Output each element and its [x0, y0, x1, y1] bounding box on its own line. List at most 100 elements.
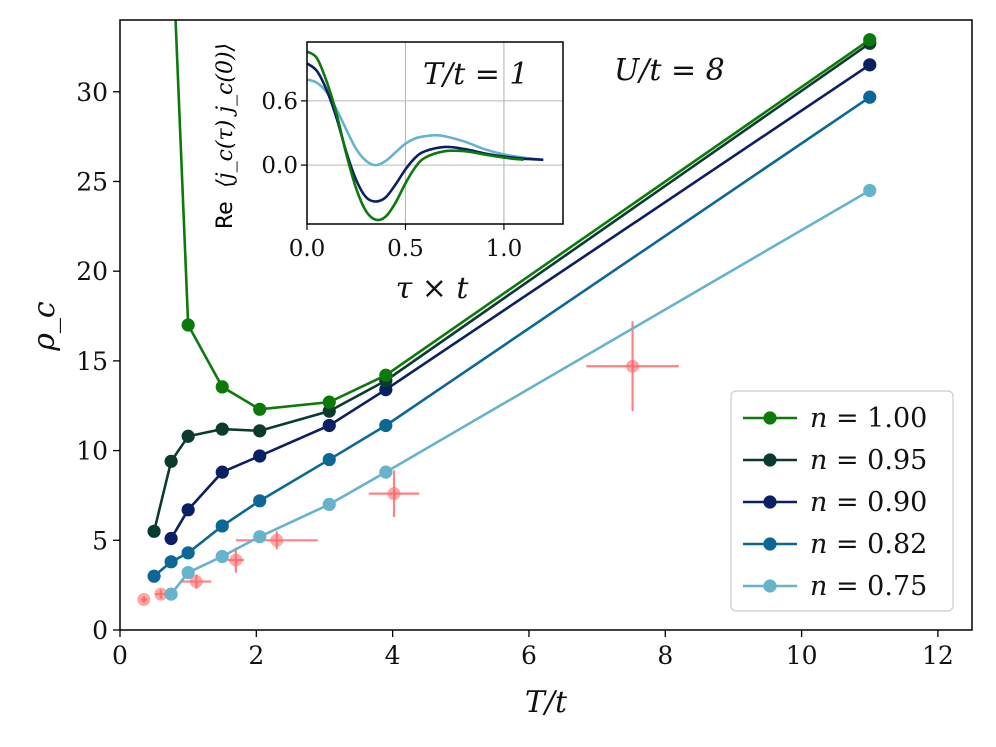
inset-frame	[306, 41, 564, 225]
data-point	[215, 422, 229, 436]
legend-marker	[763, 411, 777, 425]
experimental-point	[137, 593, 151, 606]
x-tick-label: 12	[922, 641, 954, 670]
legend-marker	[763, 537, 777, 551]
y-axis-title: ρ_c	[27, 301, 62, 352]
y-tick-label: 15	[76, 347, 108, 376]
legend-label-var: n	[810, 445, 827, 476]
data-point	[181, 503, 195, 517]
experimental-data	[137, 321, 679, 606]
inset-chart: 0.0 0.5 1.0 0.0 0.6 T/t = 1 τ × t Re ⟨j_c(τ)…	[212, 41, 564, 306]
inset-x-axis-title: τ × t	[396, 271, 470, 306]
exp-marker	[154, 587, 168, 601]
data-point	[863, 33, 877, 47]
x-tick-label: 8	[657, 641, 673, 670]
legend-label-value: = 1.00	[827, 403, 927, 434]
x-axis-title: T/t	[525, 685, 568, 720]
data-point	[181, 565, 195, 580]
inset-y-axis-label: ⟨j_c(τ) j_c(0)⟩	[213, 43, 238, 188]
series-0.95	[147, 36, 877, 538]
y-tick-label: 25	[76, 167, 108, 196]
inset-y-tick-label: 0.0	[261, 153, 298, 179]
data-point	[253, 530, 267, 544]
x-tick-label: 6	[521, 641, 537, 670]
exp-marker	[189, 575, 203, 589]
data-point	[253, 424, 267, 438]
inset-series-1.00	[307, 50, 524, 222]
inset-y-tick-label: 0.6	[261, 89, 298, 115]
legend-marker	[763, 453, 777, 467]
data-point	[215, 380, 229, 394]
legend-label-value: = 0.95	[827, 445, 927, 476]
legend-label: n = 0.75	[810, 571, 927, 602]
data-point	[863, 183, 877, 198]
data-point	[164, 454, 178, 468]
legend-item: n = 0.75	[743, 571, 927, 602]
x-tick-label: 2	[248, 641, 264, 670]
legend-label: n = 0.82	[810, 529, 927, 560]
data-point	[379, 465, 393, 479]
legend: n = 1.00n = 0.95n = 0.90n = 0.82n = 0.75	[730, 390, 954, 612]
legend-marker	[763, 495, 777, 509]
exp-marker	[626, 359, 640, 373]
legend-label-var: n	[810, 487, 827, 518]
experimental-point	[368, 470, 420, 517]
y-tick-label: 20	[76, 257, 108, 286]
y-tick-label: 5	[92, 526, 108, 555]
x-tick-label: 10	[786, 641, 818, 670]
y-tick-label: 10	[76, 437, 108, 466]
plot-frame	[119, 19, 973, 631]
legend-label-value: = 0.75	[827, 571, 927, 602]
inset-annotation: T/t = 1	[423, 57, 528, 92]
inset-y-axis-title: Re ⟨j_c(τ) j_c(0)⟩	[212, 43, 238, 229]
x-tick-label: 0	[112, 641, 128, 670]
legend-label: n = 0.95	[810, 445, 927, 476]
data-point	[215, 519, 229, 533]
inset-x-tick-label: 1.0	[486, 236, 523, 262]
y-tick-label: 30	[76, 78, 108, 107]
data-point	[379, 368, 393, 382]
data-point	[164, 587, 178, 601]
annotation-u-t: U/t = 8	[614, 53, 725, 88]
data-point	[322, 418, 336, 433]
y-tick-label: 0	[92, 616, 108, 645]
inset-x-tick-label: 0.5	[387, 236, 424, 262]
legend-label-value: = 0.90	[827, 487, 927, 518]
experimental-point	[227, 547, 245, 573]
legend-label-value: = 0.82	[827, 529, 927, 560]
legend-item: n = 0.95	[743, 445, 927, 476]
data-point	[322, 452, 336, 467]
legend-marker	[763, 579, 777, 593]
data-point	[164, 555, 178, 569]
series-0.90	[164, 58, 877, 546]
series-1.00	[174, 20, 877, 416]
series-0.82	[147, 90, 877, 583]
data-point	[253, 494, 267, 508]
exp-marker	[387, 487, 401, 501]
data-point	[322, 395, 336, 409]
data-point	[863, 90, 877, 104]
inset-axes: 0.0 0.5 1.0 0.0 0.6	[261, 89, 522, 262]
data-point	[253, 449, 267, 463]
inset-x-tick-label: 0.0	[289, 236, 326, 262]
data-point	[147, 524, 161, 538]
legend-box	[730, 390, 954, 612]
legend-label-var: n	[810, 529, 827, 560]
legend-label-var: n	[810, 403, 827, 434]
data-point	[322, 497, 336, 512]
exp-marker	[137, 593, 151, 606]
inset-series-0.75	[307, 78, 544, 167]
legend-label: n = 1.00	[810, 403, 927, 434]
series-group	[147, 20, 877, 601]
exp-marker	[270, 533, 284, 547]
experimental-point	[181, 574, 212, 589]
data-point	[863, 58, 877, 72]
data-point	[215, 465, 229, 479]
data-point	[164, 531, 178, 546]
data-point	[253, 402, 267, 416]
data-point	[181, 546, 195, 560]
data-point	[181, 429, 195, 443]
series-0.75	[164, 183, 877, 601]
data-point	[215, 549, 229, 564]
data-point	[181, 318, 195, 332]
